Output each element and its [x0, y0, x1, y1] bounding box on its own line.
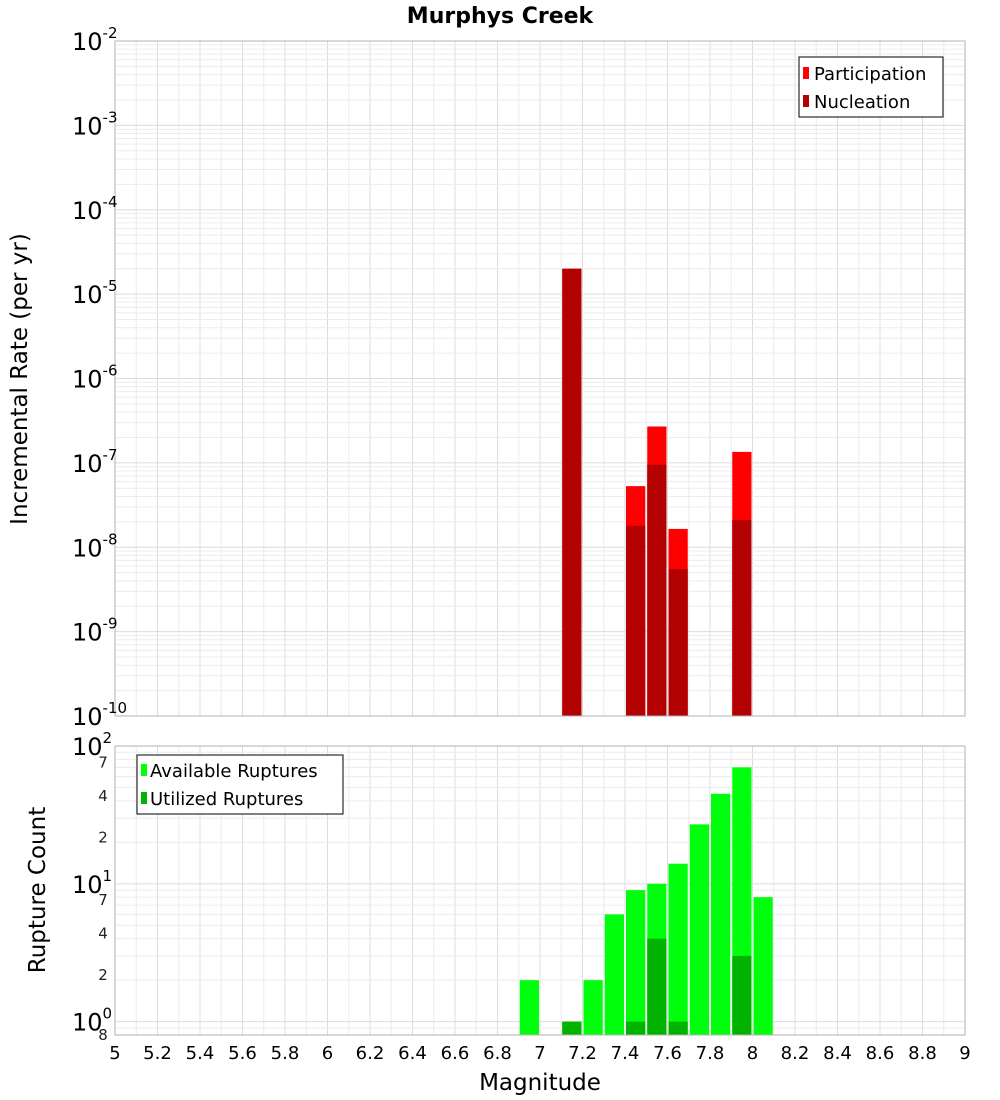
bottom-legend: Available Ruptures Utilized Ruptures: [136, 754, 344, 815]
available-ruptures-bar: [583, 980, 603, 1035]
bottom-y-minor-tick-label: 2: [98, 966, 108, 984]
top-y-tick-label: 10-2: [72, 24, 118, 56]
top-y-tick-label: 10-7: [72, 446, 118, 478]
bottom-y-minor-tick-label: 8: [98, 1026, 108, 1044]
bottom-y-minor-tick-label: 4: [98, 925, 108, 943]
x-tick-label: 6: [322, 1043, 333, 1064]
x-tick-label: 7.4: [611, 1043, 640, 1064]
available-ruptures-bar: [711, 793, 731, 1035]
bottom-grid: [114, 746, 966, 1036]
top-y-ticks: 10-10 10-9 10-8 10-7 10-6 10-5 10-4 10-3 10-2: [72, 24, 127, 731]
x-tick-label: 8.6: [866, 1043, 895, 1064]
available-ruptures-bar: [519, 980, 539, 1035]
x-tick-label: 6.6: [441, 1043, 470, 1064]
bottom-legend-box: [136, 754, 344, 815]
participation-legend-swatch: [803, 67, 809, 79]
nucleation-bar: [647, 464, 667, 716]
x-axis-label: Magnitude: [479, 1070, 601, 1096]
x-tick-label: 8: [747, 1043, 758, 1064]
bottom-y-minor-tick-label: 4: [98, 787, 108, 805]
x-tick-label: 6.8: [483, 1043, 512, 1064]
top-y-tick-label: 10-6: [72, 362, 118, 394]
utilized-ruptures-legend-label: Utilized Ruptures: [150, 789, 303, 810]
nucleation-legend-swatch: [803, 95, 809, 107]
utilized-ruptures-bar: [647, 938, 667, 1035]
x-tick-label: 9: [959, 1043, 970, 1064]
utilized-ruptures-bar: [626, 1021, 646, 1035]
nucleation-legend-label: Nucleation: [814, 92, 910, 113]
x-tick-label: 6.2: [356, 1043, 385, 1064]
x-tick-label: 7.2: [568, 1043, 597, 1064]
x-tick-label: 5.6: [228, 1043, 257, 1064]
utilized-ruptures-bar: [562, 1021, 582, 1035]
nucleation-bar: [668, 569, 688, 716]
top-y-tick-label: 10-5: [72, 277, 118, 309]
top-y-axis-label: Incremental Rate (per yr): [7, 233, 33, 525]
top-y-tick-label: 10-10: [72, 699, 127, 731]
top-y-tick-label: 10-9: [72, 615, 118, 647]
top-plot-frame: [114, 40, 966, 717]
available-ruptures-bar: [689, 824, 709, 1035]
nucleation-bar: [732, 520, 752, 716]
bottom-plot-frame: [114, 745, 966, 1036]
utilized-ruptures-bar: [732, 955, 752, 1035]
utilized-ruptures-bar: [668, 1021, 688, 1035]
top-legend-box: [798, 56, 944, 118]
available-ruptures-legend-swatch: [141, 764, 147, 776]
x-tick-label: 5.4: [186, 1043, 215, 1064]
bottom-y-axis-label: Rupture Count: [25, 807, 51, 973]
x-tick-label: 8.8: [908, 1043, 937, 1064]
x-tick-label: 5: [109, 1043, 120, 1064]
top-panel: 10-10 10-9 10-8 10-7 10-6 10-5 10-4 10-3 10-2 In…: [7, 24, 966, 731]
top-y-tick-label: 10-4: [72, 193, 118, 225]
available-ruptures-bar: [668, 863, 688, 1035]
bottom-y-minor-tick-label: 7: [98, 891, 108, 909]
bottom-y-tick-label: 100: [72, 1005, 112, 1037]
x-tick-label: 8.2: [781, 1043, 810, 1064]
top-bars: [562, 268, 752, 716]
participation-legend-label: Participation: [814, 64, 926, 85]
bottom-panel: 100 101 102 8 2 4 7 2 4 7 Rupture Count Available…: [25, 729, 966, 1044]
bottom-y-ticks: 100 101 102 8 2 4 7 2 4 7: [72, 729, 112, 1044]
bottom-y-minor-tick-label: 2: [98, 828, 108, 846]
bottom-y-tick-label: 102: [72, 729, 112, 761]
bottom-y-tick-label: 101: [72, 867, 112, 899]
top-y-tick-label: 10-3: [72, 108, 118, 140]
nucleation-bar: [562, 268, 582, 716]
x-tick-label: 5.2: [143, 1043, 172, 1064]
x-tick-label: 6.4: [398, 1043, 427, 1064]
bottom-bars: [519, 767, 773, 1035]
x-tick-label: 8.4: [823, 1043, 852, 1064]
available-ruptures-bar: [626, 890, 646, 1035]
available-ruptures-legend-label: Available Ruptures: [150, 761, 318, 782]
bottom-y-minor-tick-label: 7: [98, 753, 108, 771]
x-tick-label: 7.8: [696, 1043, 725, 1064]
top-grid: [114, 41, 966, 717]
top-legend: Participation Nucleation: [798, 56, 944, 118]
utilized-ruptures-legend-swatch: [141, 792, 147, 804]
top-y-tick-label: 10-8: [72, 530, 118, 562]
x-tick-label: 7: [534, 1043, 545, 1064]
x-tick-label: 7.6: [653, 1043, 682, 1064]
x-axis-ticks: 5 5.2 5.4 5.6 5.8 6 6.2 6.4 6.6 6.8 7 7.2 7.4 7.6 7.8 8…: [109, 1043, 970, 1064]
x-tick-label: 5.8: [271, 1043, 300, 1064]
available-ruptures-bar: [604, 914, 624, 1035]
available-ruptures-bar: [753, 897, 773, 1035]
nucleation-bar: [626, 525, 646, 716]
chart-title: Murphys Creek: [407, 4, 595, 29]
